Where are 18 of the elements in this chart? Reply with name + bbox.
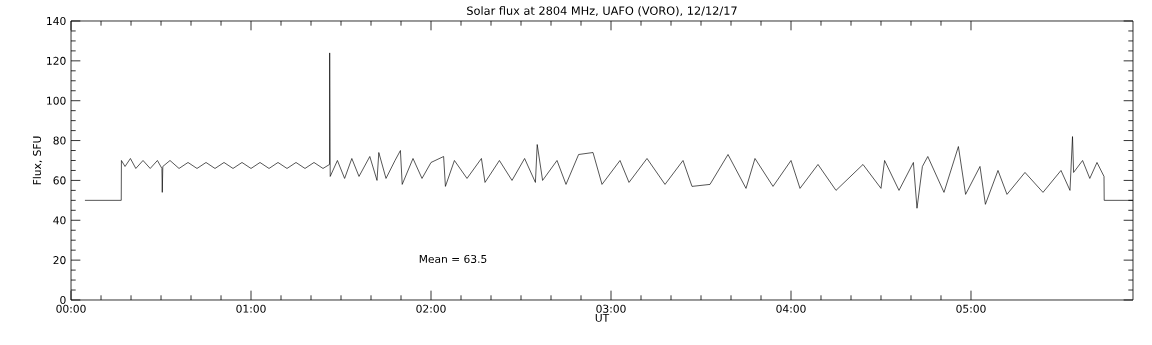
x-tick-label: 04:00	[776, 304, 806, 313]
chart-title: Solar flux at 2804 MHz, UAFO (VORO), 12/12/17	[467, 6, 737, 17]
y-tick-label: 60	[53, 176, 66, 185]
y-tick-label: 0	[60, 295, 66, 305]
x-tick-label: 05:00	[956, 304, 986, 313]
x-tick-label: 02:00	[416, 304, 446, 313]
annotation: Mean = 63.5	[419, 254, 487, 263]
x-tick-label: 03:00	[596, 304, 626, 313]
y-tick-label: 20	[53, 256, 66, 265]
x-axis-title: UT	[595, 313, 610, 322]
y-tick-label: 120	[47, 56, 66, 65]
y-tick-label: 40	[53, 216, 66, 225]
y-tick-label: 80	[53, 136, 66, 145]
y-tick-label: 140	[47, 16, 66, 26]
y-tick-label: 100	[47, 96, 66, 105]
x-tick-label: 01:00	[236, 304, 266, 313]
x-tick-label: 00:00	[56, 304, 86, 313]
y-axis-title: Flux, SFU	[32, 136, 43, 185]
